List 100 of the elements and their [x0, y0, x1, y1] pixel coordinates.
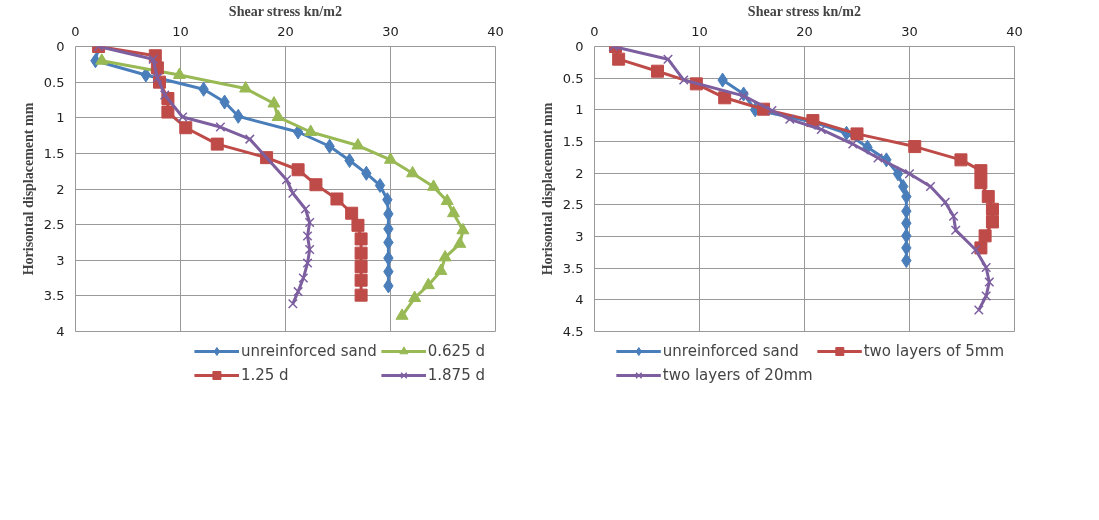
point: [304, 244, 315, 255]
x-axis-title: Shear stress kn/m2: [747, 3, 861, 19]
y-axis-title: Horisontal displacement mm: [539, 102, 555, 276]
point: [970, 244, 981, 255]
point: [302, 231, 313, 242]
point: [287, 188, 298, 199]
x-tick-label: 20: [277, 23, 294, 39]
point: [850, 127, 864, 141]
point: [179, 121, 193, 135]
y-tick-label: 1.5: [562, 134, 584, 149]
point: [766, 105, 777, 116]
point: [148, 54, 159, 65]
x-tick-label: 10: [691, 23, 708, 39]
y-tick-label: 4: [56, 324, 65, 339]
y-tick-label: 3.5: [562, 260, 584, 276]
point: [281, 174, 292, 185]
point: [447, 205, 460, 218]
legend-label: two layers of 5mm: [863, 342, 1004, 360]
point: [384, 152, 397, 164]
y-tick-label: 1: [56, 110, 65, 126]
point: [215, 122, 226, 133]
point: [354, 273, 368, 287]
point: [408, 290, 422, 302]
point: [152, 72, 163, 83]
legend-label: two layers of 20mm: [662, 366, 813, 384]
point: [427, 179, 441, 191]
point: [210, 137, 224, 151]
point: [904, 168, 915, 179]
point: [271, 109, 285, 121]
y-tick-label: 3: [575, 229, 584, 244]
point: [298, 273, 309, 284]
point: [300, 203, 311, 214]
point: [374, 177, 386, 193]
point: [354, 260, 368, 274]
y-tick-label: 0: [56, 39, 65, 54]
point: [351, 138, 365, 150]
y-tick-label: 2.5: [562, 197, 584, 213]
point: [354, 288, 368, 302]
point: [985, 202, 999, 216]
x-tick-label: 40: [1006, 23, 1023, 39]
point: [651, 64, 664, 78]
point: [330, 192, 344, 206]
point: [873, 152, 883, 163]
point: [302, 258, 313, 269]
point: [453, 236, 467, 248]
point: [440, 193, 454, 206]
x-tick-label: 20: [796, 23, 813, 39]
y-tick-label: 2: [56, 181, 65, 197]
y-tick-label: 4: [575, 292, 584, 308]
y-tick-label: 0.5: [43, 74, 65, 90]
point: [172, 67, 186, 79]
point: [438, 249, 452, 262]
y-tick-label: 2: [575, 165, 584, 181]
point: [395, 308, 409, 320]
point: [345, 206, 359, 220]
point: [354, 232, 368, 246]
point: [309, 178, 323, 192]
legend-label: unreinforced sand: [662, 342, 799, 360]
point: [161, 105, 175, 119]
point: [267, 96, 281, 108]
point: [940, 197, 951, 208]
point: [293, 286, 304, 297]
point: [678, 75, 689, 86]
point: [784, 114, 795, 125]
y-tick-label: 0: [575, 39, 584, 54]
point: [973, 304, 984, 315]
point: [421, 277, 435, 290]
legend-label: 1.25 d: [240, 366, 289, 384]
x-tick-label: 0: [590, 23, 599, 39]
point: [847, 139, 858, 150]
x-axis-title: Shear stress kn/m2: [228, 3, 342, 19]
y-tick-label: 0.5: [562, 70, 584, 86]
y-tick-label: 2.5: [43, 217, 65, 233]
point: [981, 190, 995, 204]
point: [925, 181, 936, 192]
point: [985, 215, 999, 229]
x-tick-label: 30: [901, 23, 918, 39]
y-tick-label: 3.5: [43, 288, 65, 304]
x-tick-label: 30: [382, 23, 399, 39]
point: [738, 90, 749, 101]
point: [406, 165, 420, 178]
point: [354, 246, 368, 260]
y-axis-title: Horisontal displacement mm: [20, 102, 36, 276]
point: [892, 166, 904, 182]
point: [456, 222, 470, 235]
point: [948, 211, 959, 222]
point: [950, 225, 961, 236]
y-tick-label: 4.5: [562, 324, 584, 339]
point: [159, 89, 170, 100]
x-tick-label: 10: [172, 23, 189, 39]
point: [978, 229, 992, 243]
point: [351, 218, 365, 232]
x-tick-label: 40: [487, 23, 504, 39]
point: [291, 163, 305, 177]
point: [287, 298, 298, 309]
point: [177, 112, 188, 123]
legend-label: unreinforced sand: [240, 342, 377, 360]
point: [984, 277, 995, 288]
point: [434, 263, 448, 275]
point: [95, 53, 109, 65]
